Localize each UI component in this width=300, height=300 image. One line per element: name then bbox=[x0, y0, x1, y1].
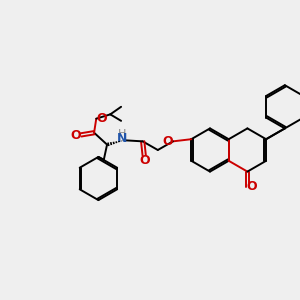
Text: O: O bbox=[96, 112, 107, 125]
Text: O: O bbox=[162, 135, 173, 148]
Text: O: O bbox=[70, 129, 81, 142]
Text: O: O bbox=[139, 154, 149, 167]
Text: N: N bbox=[117, 132, 128, 145]
Text: H: H bbox=[118, 129, 126, 139]
Text: O: O bbox=[246, 180, 256, 193]
